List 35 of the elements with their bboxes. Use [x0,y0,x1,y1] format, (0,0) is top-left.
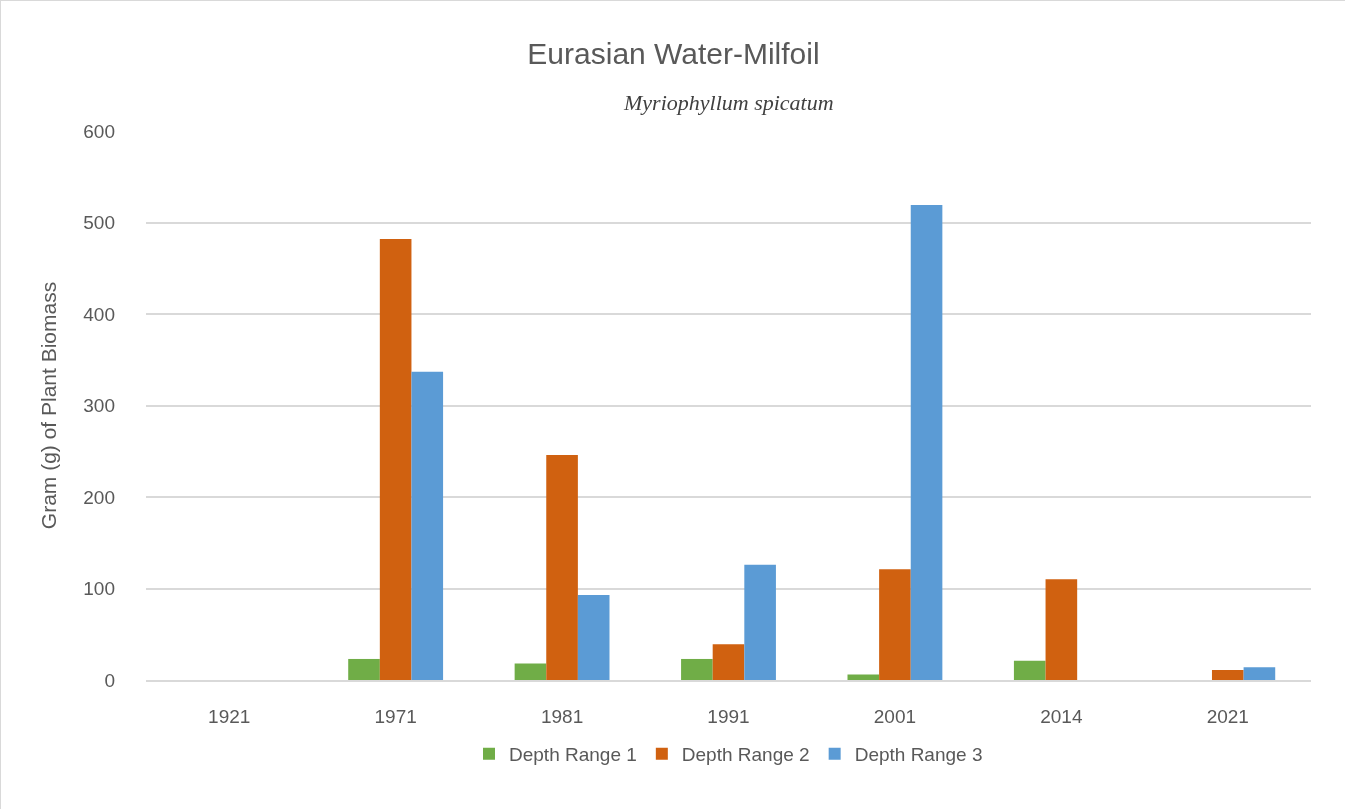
y-tick-label: 500 [83,212,115,234]
bar [1243,667,1276,680]
bar [1013,660,1046,680]
bar [681,658,713,680]
bar [514,663,547,680]
bar [910,205,943,680]
y-tick-label: 0 [104,669,115,691]
x-tick-label: 1921 [208,705,251,727]
bar [1211,669,1244,680]
bar [744,564,776,680]
x-tick-label: 1991 [707,705,750,727]
y-tick-label: 200 [83,486,115,508]
chart-title: Eurasian Water-Milfoil [527,37,820,71]
y-axis-title: Gram (g) of Plant Biomass [37,281,61,530]
x-tick-label: 2021 [1206,705,1249,727]
x-tick-label: 1971 [374,705,417,727]
bar [411,371,444,680]
legend-label: Depth Range 1 [509,744,637,766]
bar [712,644,745,680]
legend-label: Depth Range 2 [681,744,810,766]
bar [577,594,610,680]
y-tick-label: 100 [83,578,115,600]
bar [348,658,380,680]
bar [546,454,578,680]
x-tick-label: 2014 [1040,705,1083,727]
chart-subtitle: Myriophyllum spicatum [623,90,834,115]
x-tick-label: 2001 [873,705,917,727]
x-tick-label: 1981 [540,705,584,727]
y-tick-label: 300 [83,395,115,417]
bar [1045,579,1078,680]
y-tick-label: 600 [83,120,115,142]
bar [379,238,412,680]
legend-label: Depth Range 3 [854,744,983,766]
y-tick-label: 400 [83,303,115,325]
bar [879,569,911,680]
